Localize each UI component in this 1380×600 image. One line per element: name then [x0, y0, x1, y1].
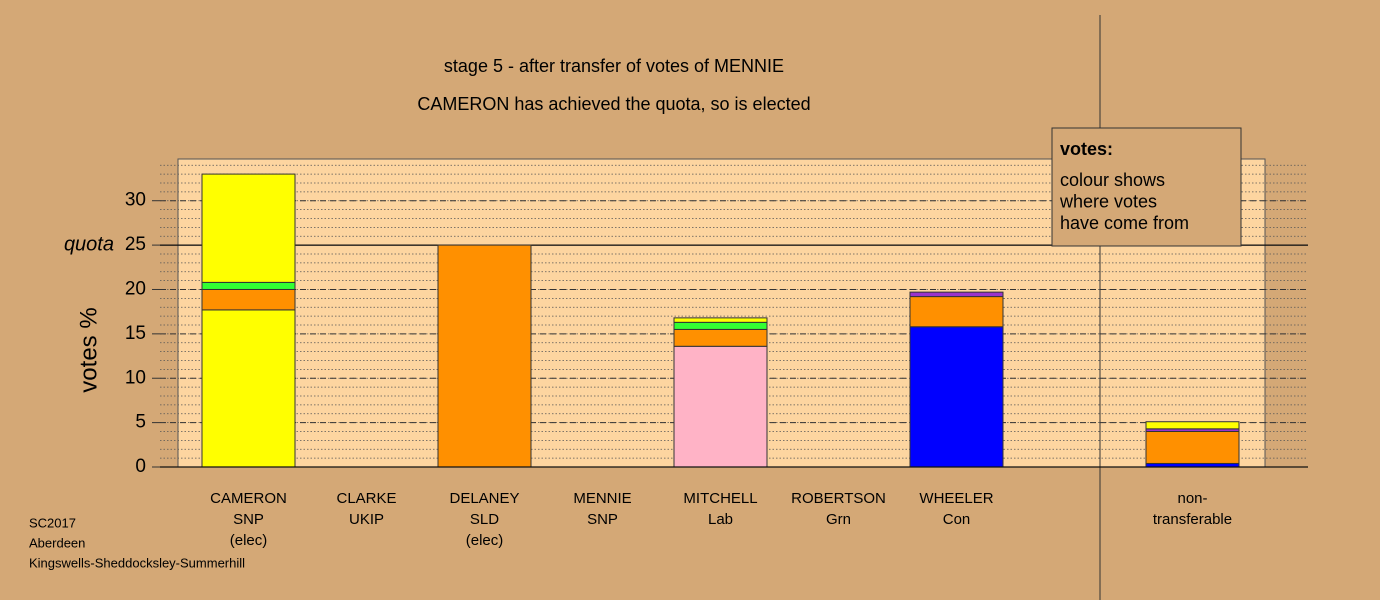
y-tick-label: 0: [135, 456, 146, 477]
bar-segment: [673, 345, 768, 468]
bar-segment: [909, 296, 1004, 328]
x-tick-label: (elec): [466, 532, 504, 549]
footer-text: Kingswells-Sheddocksley-Summerhill: [29, 555, 245, 570]
bar-segment: [1145, 421, 1240, 430]
x-tick-label: (elec): [230, 532, 268, 549]
x-tick-label: SLD: [470, 511, 499, 528]
bar-segment: [909, 291, 1004, 298]
footer-text: SC2017: [29, 515, 76, 530]
bar-segment: [201, 309, 296, 468]
x-tick-label: Grn: [826, 511, 851, 528]
bar-segment: [909, 326, 1004, 468]
x-tick-label: MITCHELL: [683, 490, 757, 507]
bar-segment: [437, 244, 532, 468]
quota-label: quota: [64, 233, 114, 255]
y-tick-label: 30: [125, 190, 146, 211]
x-tick-label: UKIP: [349, 511, 384, 528]
x-tick-label: SNP: [587, 511, 618, 528]
chart-title: stage 5 - after transfer of votes of MEN…: [444, 56, 784, 76]
y-tick-label: 25: [125, 234, 146, 255]
legend-text: colour shows: [1060, 170, 1165, 190]
x-tick-label: ROBERTSON: [791, 490, 886, 507]
bar-segment: [673, 321, 768, 330]
y-tick-label: 20: [125, 278, 146, 299]
legend-text: have come from: [1060, 213, 1189, 233]
y-axis-label: votes %: [75, 307, 102, 392]
x-tick-label: non-: [1177, 490, 1207, 507]
y-tick-label: 5: [135, 412, 146, 433]
bar-segment: [201, 288, 296, 311]
chart-subtitle: CAMERON has achieved the quota, so is el…: [417, 94, 810, 114]
bar-segment: [673, 328, 768, 347]
x-tick-label: Con: [943, 511, 971, 528]
bar-segment: [201, 173, 296, 283]
x-tick-label: transferable: [1153, 511, 1232, 528]
x-tick-label: CAMERON: [210, 490, 287, 507]
footer-text: Aberdeen: [29, 535, 85, 550]
legend-text: where votes: [1059, 191, 1157, 211]
x-tick-label: SNP: [233, 511, 264, 528]
bar-segment: [1145, 430, 1240, 464]
x-tick-label: DELANEY: [449, 490, 519, 507]
y-tick-label: 10: [125, 367, 146, 388]
bar-segment: [201, 281, 296, 290]
x-tick-label: Lab: [708, 511, 733, 528]
y-tick-label: 15: [125, 323, 146, 344]
x-tick-label: MENNIE: [573, 490, 631, 507]
legend-box: [1051, 127, 1242, 247]
bar-segment: [673, 317, 768, 323]
x-tick-label: CLARKE: [336, 490, 396, 507]
legend-title: votes:: [1060, 139, 1113, 159]
x-tick-label: WHEELER: [919, 490, 993, 507]
